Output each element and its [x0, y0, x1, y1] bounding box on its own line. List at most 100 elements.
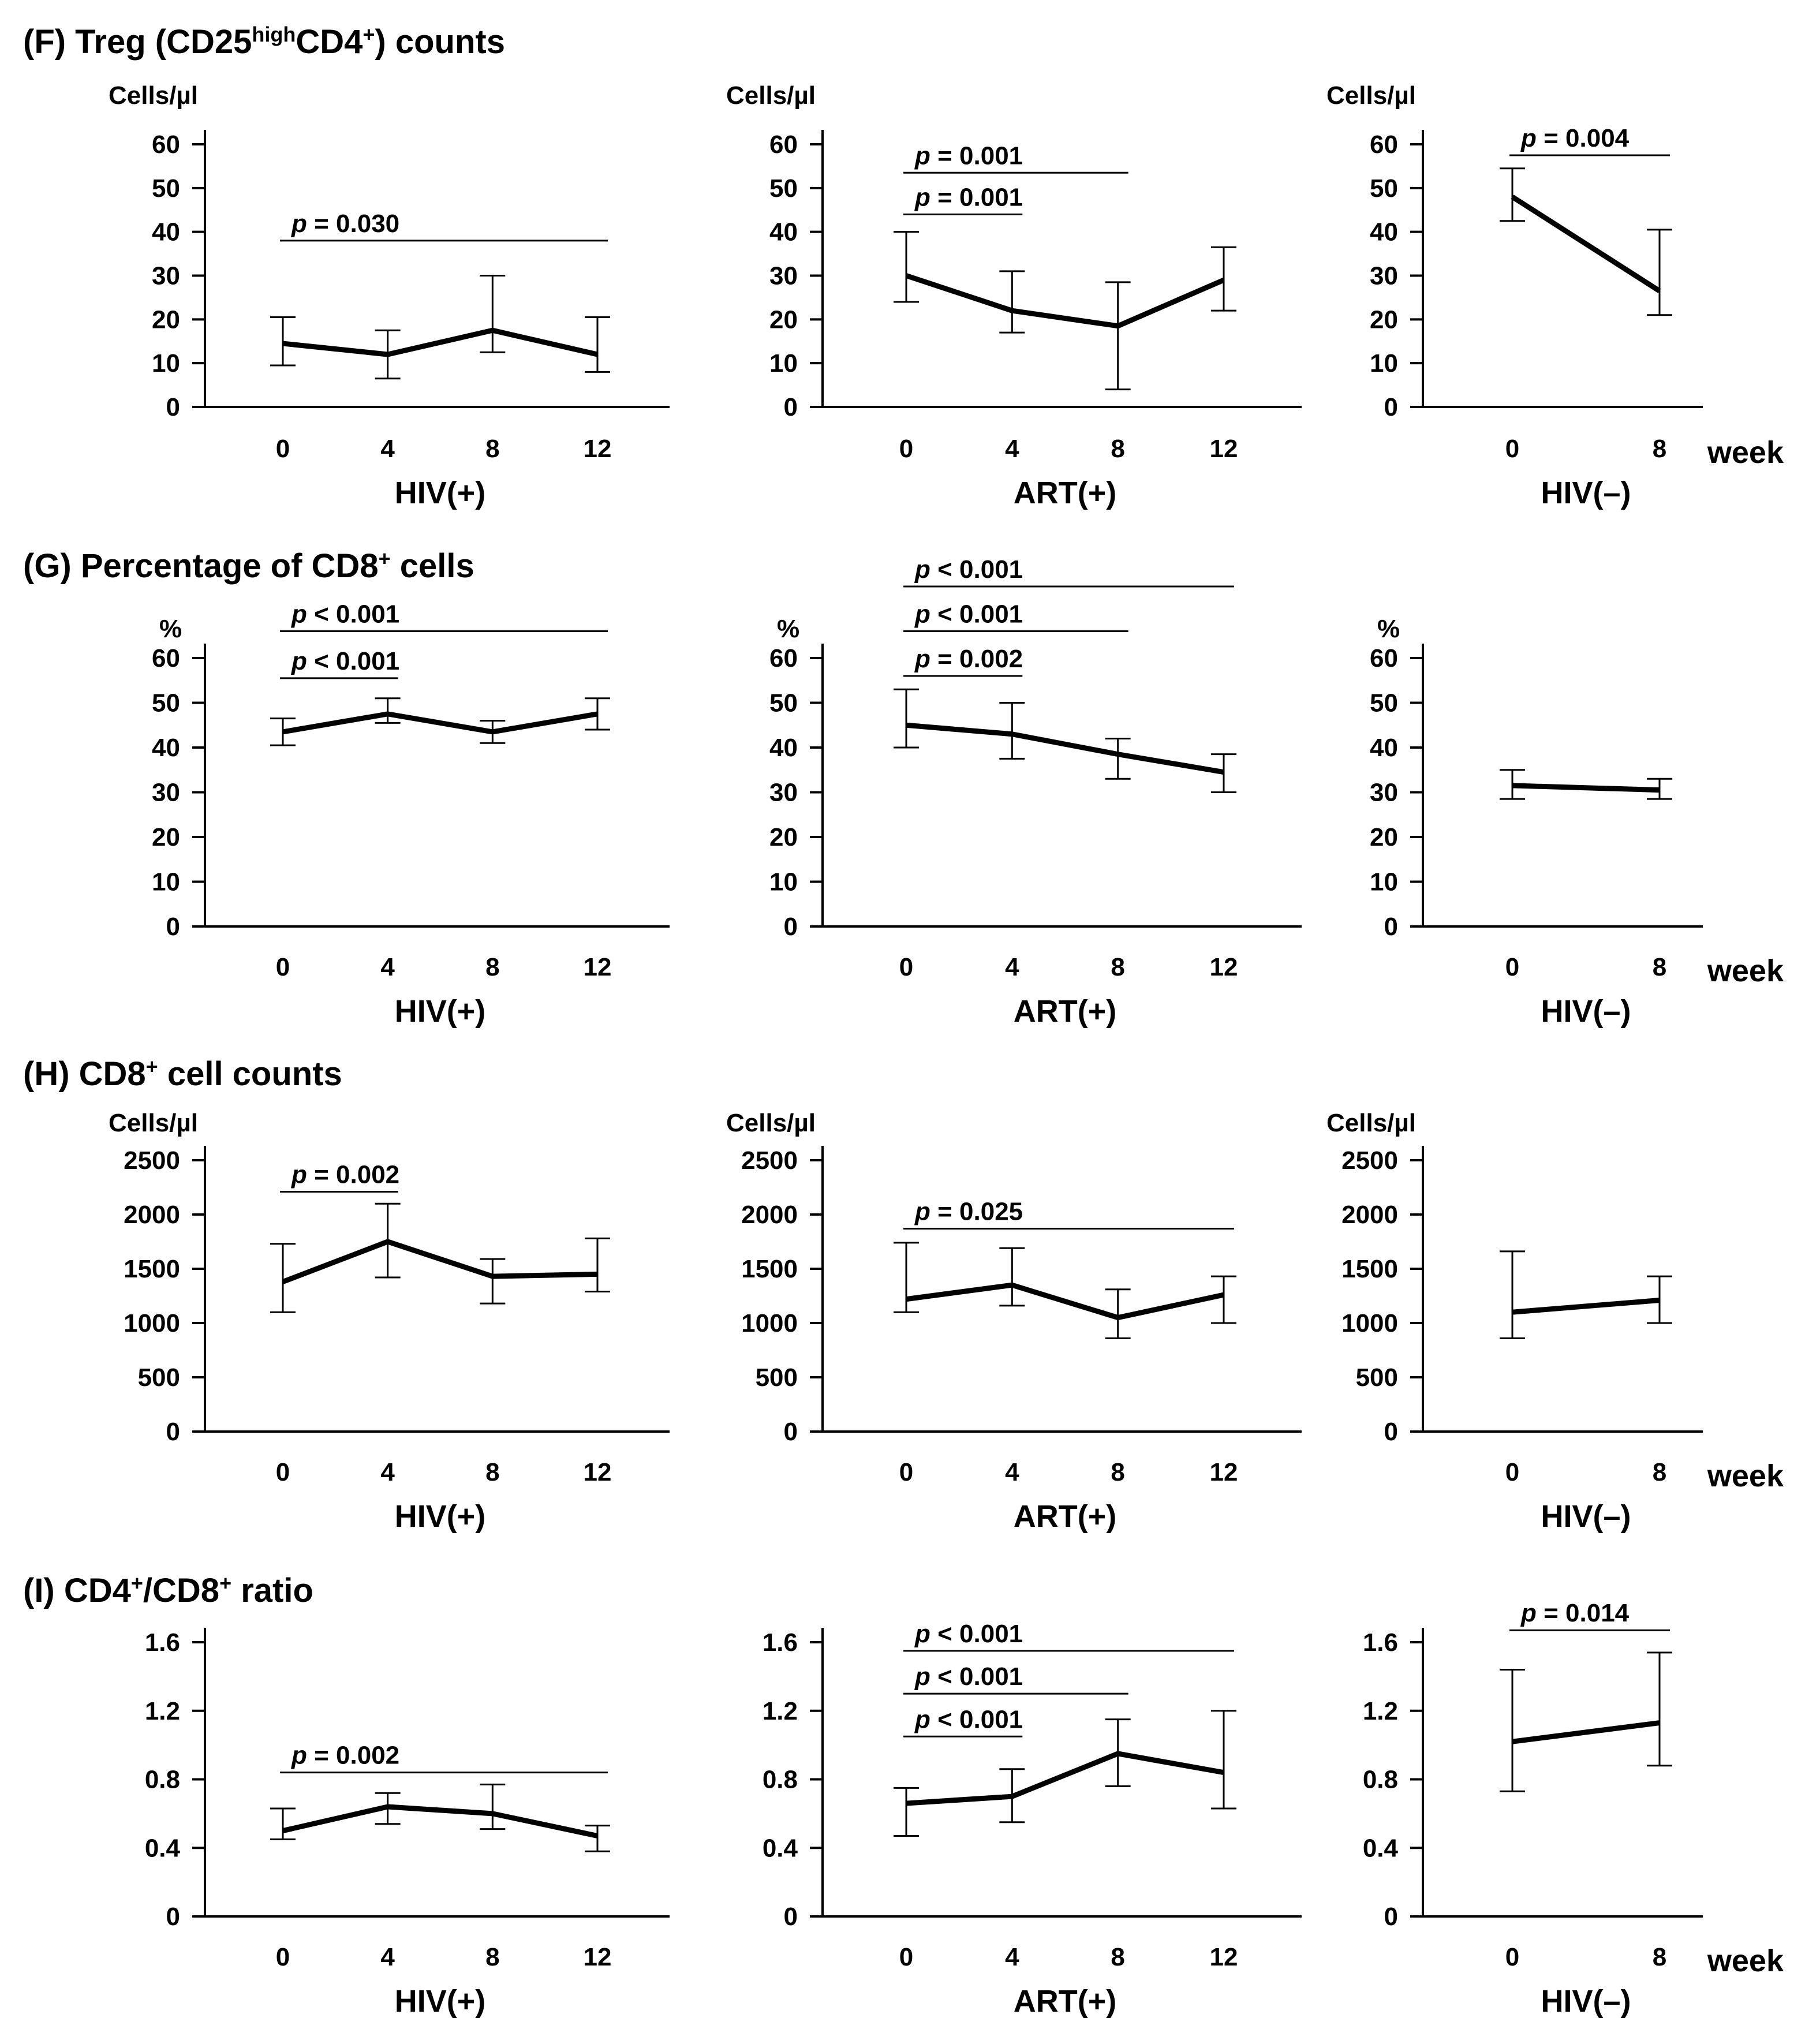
pvalue-p: p	[291, 1742, 314, 1770]
pvalue-p: p	[914, 555, 937, 584]
y-tick-label: 0	[166, 913, 180, 941]
x-tick-label: 0	[899, 435, 913, 463]
y-tick-label: 1.2	[1363, 1697, 1398, 1725]
x-tick-label: 4	[380, 1943, 395, 1971]
x-tick-label: 0	[276, 953, 290, 981]
y-tick-label: 60	[152, 130, 180, 159]
x-tick-label: 0	[276, 1943, 290, 1971]
y-tick-label: 0.8	[763, 1766, 798, 1794]
data-point	[387, 713, 388, 715]
group-label: ART(+)	[1014, 1499, 1116, 1534]
pvalue-label: p = 0.002	[914, 645, 1023, 673]
x-tick-label: 0	[1505, 1458, 1519, 1486]
title-span: cells	[391, 547, 474, 585]
pvalue-p: p	[914, 645, 937, 673]
panel-H-hiv-neg: 0 500 1000 1500 2000 2500 Cells/µl 0 8 HIV(–) week	[1326, 1109, 1784, 1534]
pvalue-p: p	[291, 600, 314, 629]
x-tick-label: 8	[1653, 953, 1666, 981]
x-tick-label: 12	[1210, 1458, 1238, 1486]
x-tick-label: 0	[276, 435, 290, 463]
y-tick-label: 50	[1370, 689, 1398, 718]
title-span: ratio	[231, 1572, 313, 1609]
y-tick-label: 1.2	[145, 1697, 180, 1725]
data-point	[1659, 290, 1660, 292]
pvalue-p: p	[291, 1161, 314, 1189]
x-tick-label: 4	[380, 1458, 395, 1486]
pvalue-label: p < 0.001	[291, 647, 399, 675]
x-tick-label: 4	[1005, 435, 1019, 463]
pvalue-label: p = 0.001	[914, 141, 1023, 170]
data-point	[282, 343, 283, 345]
y-tick-label: 500	[1356, 1363, 1398, 1392]
x-tick-label: 12	[1210, 1943, 1238, 1971]
pvalue-value: < 0.001	[937, 555, 1023, 584]
pvalue-value: = 0.025	[937, 1197, 1023, 1225]
data-point	[597, 354, 598, 355]
y-tick-label: 500	[138, 1363, 180, 1392]
y-tick-label: 2500	[741, 1146, 798, 1175]
section-title-F: (F) Treg (CD25highCD4+) counts	[23, 23, 505, 61]
y-tick-label: 10	[769, 868, 798, 896]
pvalue-label: p < 0.001	[914, 600, 1023, 629]
y-tick-label: 10	[152, 349, 180, 378]
data-point	[1011, 1284, 1013, 1286]
y-tick-label: 500	[756, 1363, 798, 1392]
y-tick-label: 1.2	[763, 1697, 798, 1725]
pvalue-value: = 0.004	[1544, 124, 1630, 152]
pvalue-value: < 0.001	[937, 1620, 1023, 1648]
pvalue-p: p	[914, 1662, 937, 1691]
data-point	[1659, 1299, 1660, 1301]
group-label: HIV(–)	[1541, 1984, 1631, 2019]
panel-F-hiv-pos: 0 10 20 30 40 50 60 Cells/µl 0 4 8 12 HIV(+) p = 0.03…	[109, 81, 670, 510]
title-span: +	[362, 23, 375, 46]
x-tick-label: 8	[485, 435, 499, 463]
x-tick-label: 12	[584, 435, 612, 463]
y-tick-label: 0.4	[145, 1834, 181, 1862]
y-tick-label: 2500	[124, 1146, 180, 1175]
y-tick-label: 30	[1370, 779, 1398, 807]
series-line	[1512, 1720, 1660, 1744]
y-tick-label: 1000	[124, 1309, 180, 1337]
data-point	[1512, 1741, 1513, 1743]
data-point	[1512, 1311, 1513, 1313]
x-tick-label: 0	[276, 1458, 290, 1486]
y-tick-label: 40	[152, 218, 180, 246]
pvalue-p: p	[291, 647, 314, 675]
panel-F-hiv-neg: 0 10 20 30 40 50 60 Cells/µl 0 8 HIV(–) week p = 0.0…	[1326, 81, 1784, 510]
pvalue-p: p	[914, 183, 937, 211]
title-span: (I) CD4	[23, 1572, 131, 1609]
data-point	[597, 1835, 598, 1837]
y-tick-label: 40	[769, 734, 798, 762]
panel-I-hiv-neg: 0 0.4 0.8 1.2 1.6 0 8 HIV(–) week p = 0.014	[1363, 1599, 1784, 2019]
x-tick-label: 8	[1111, 1943, 1124, 1971]
data-point	[1117, 1317, 1119, 1318]
series-line	[282, 327, 599, 357]
data-point	[906, 1298, 907, 1300]
series-line	[1511, 195, 1661, 293]
series-line	[906, 1282, 1224, 1321]
pvalue-value: = 0.002	[937, 645, 1023, 673]
pvalue-value: < 0.001	[314, 647, 399, 675]
y-tick-label: 0.8	[145, 1766, 180, 1794]
group-label: HIV(+)	[395, 994, 486, 1029]
data-point	[387, 1241, 388, 1242]
title-span: /CD8	[143, 1572, 219, 1609]
data-point	[906, 724, 907, 726]
y-tick-label: 50	[152, 689, 180, 718]
pvalue-value: = 0.002	[314, 1742, 399, 1770]
x-tick-label: 8	[1653, 435, 1666, 463]
data-point	[282, 1830, 283, 1832]
y-tick-label: 10	[152, 868, 180, 896]
y-tick-label: 0	[166, 393, 180, 421]
panel-H-art-pos: 0 500 1000 1500 2000 2500 Cells/µl 0 4 8 12 ART(+) p…	[726, 1109, 1302, 1534]
y-unit-label: %	[1377, 615, 1400, 643]
pvalue-label: p = 0.014	[1520, 1599, 1630, 1627]
x-tick-label: 4	[380, 435, 395, 463]
y-unit-label: Cells/µl	[1326, 1109, 1416, 1137]
y-unit-label: Cells/µl	[109, 1109, 198, 1137]
y-unit-label: %	[159, 615, 182, 643]
pvalue-label: p = 0.030	[291, 210, 399, 238]
